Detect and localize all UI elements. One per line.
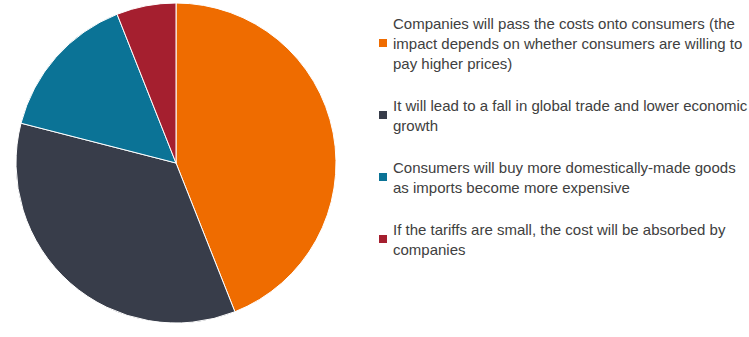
svg-text:companies: companies: [393, 241, 466, 258]
svg-text:impact depends on whether cons: impact depends on whether consumers are …: [393, 35, 747, 52]
svg-text:growth: growth: [393, 117, 438, 134]
svg-text:pay higher prices): pay higher prices): [393, 55, 512, 72]
svg-text:Companies will pass the costs: Companies will pass the costs onto consu…: [393, 15, 739, 32]
svg-text:It will lead to a fall in glob: It will lead to a fall in global trade a…: [393, 97, 749, 114]
svg-text:as imports become more expensi: as imports become more expensive: [393, 179, 630, 196]
svg-text:If the tariffs are small, the: If the tariffs are small, the cost will …: [393, 221, 730, 238]
svg-text:Consumers will buy more domest: Consumers will buy more domestically-mad…: [393, 159, 740, 176]
